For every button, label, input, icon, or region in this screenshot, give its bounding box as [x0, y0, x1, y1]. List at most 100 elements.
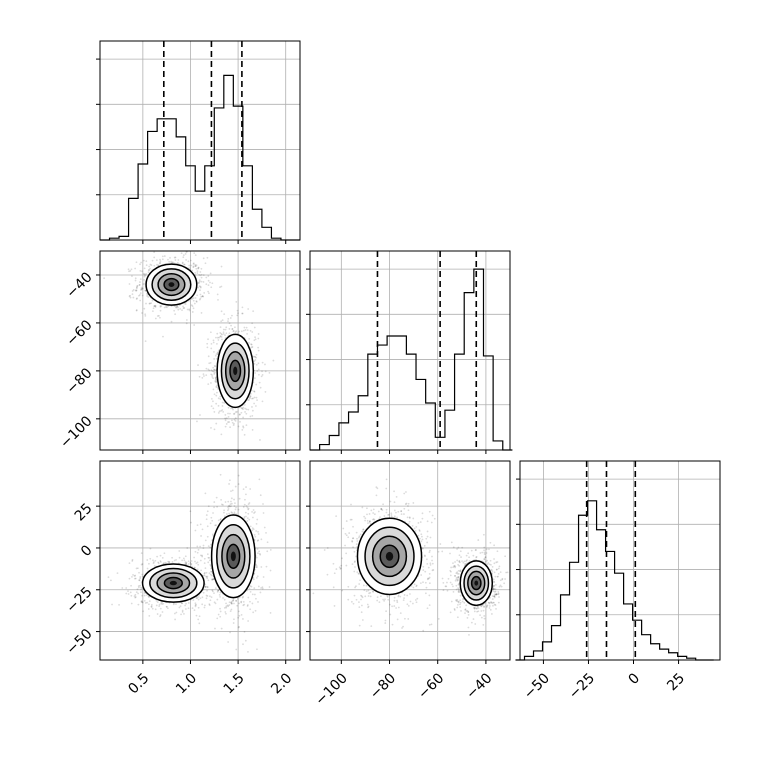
scatter-point — [203, 604, 206, 607]
scatter-point — [405, 491, 407, 493]
scatter-point — [132, 574, 134, 576]
scatter-point — [264, 391, 267, 393]
scatter-point — [496, 561, 499, 563]
scatter-point — [455, 572, 458, 575]
scatter-point — [222, 597, 224, 599]
scatter-point — [428, 623, 431, 626]
scatter-point — [459, 599, 462, 602]
scatter-point — [158, 603, 161, 606]
scatter-point — [211, 370, 214, 373]
scatter-point — [425, 537, 428, 540]
scatter-point — [397, 510, 400, 513]
scatter-point — [406, 594, 409, 597]
scatter-point — [421, 538, 424, 541]
scatter-point — [187, 563, 190, 565]
scatter-point — [365, 584, 368, 587]
scatter-point — [213, 368, 216, 371]
scatter-point — [183, 263, 186, 266]
scatter-point — [225, 612, 227, 615]
scatter-point — [197, 606, 200, 609]
scatter-point — [408, 516, 411, 519]
scatter-point — [192, 599, 195, 601]
scatter-point — [139, 299, 142, 302]
scatter-point — [222, 511, 225, 514]
scatter-point — [261, 361, 264, 364]
scatter-point — [255, 563, 257, 566]
scatter-point — [358, 601, 360, 604]
scatter-point — [234, 508, 237, 511]
scatter-point — [178, 606, 181, 609]
scatter-point — [155, 599, 158, 602]
scatter-point — [218, 410, 221, 413]
scatter-point — [488, 597, 491, 599]
scatter-point — [196, 420, 198, 423]
scatter-point — [175, 603, 177, 606]
scatter-point — [233, 505, 236, 507]
scatter-point — [366, 507, 368, 510]
scatter-point — [219, 615, 222, 618]
scatter-point — [129, 294, 131, 297]
scatter-point — [252, 509, 255, 511]
scatter-point — [209, 331, 212, 334]
scatter-point — [367, 595, 370, 597]
scatter-point — [144, 314, 147, 317]
scatter-point — [215, 422, 218, 425]
scatter-point — [222, 411, 225, 413]
scatter-point — [219, 518, 222, 521]
scatter-point — [393, 605, 396, 607]
scatter-point — [159, 560, 162, 562]
scatter-point — [262, 503, 264, 505]
scatter-point — [369, 520, 371, 523]
scatter-point — [366, 513, 368, 516]
scatter-point — [128, 295, 131, 298]
scatter-point — [204, 262, 207, 265]
scatter-point — [132, 296, 135, 299]
scatter-point — [183, 612, 185, 615]
scatter-point — [415, 601, 418, 604]
density-contour — [216, 333, 255, 409]
scatter-point — [396, 618, 399, 621]
scatter-point — [249, 585, 252, 587]
scatter-point — [207, 368, 210, 371]
scatter-point — [235, 648, 238, 651]
scatter-point — [216, 391, 218, 394]
scatter-point — [146, 293, 149, 296]
scatter-point — [395, 511, 397, 514]
scatter-point — [467, 611, 470, 613]
scatter-point — [488, 605, 491, 607]
scatter-point — [210, 574, 213, 577]
scatter-point — [216, 352, 219, 354]
scatter-point — [201, 596, 204, 599]
scatter-point — [382, 598, 385, 601]
scatter-point — [442, 589, 445, 592]
scatter-point — [199, 554, 202, 557]
scatter-point — [129, 296, 132, 299]
scatter-point — [208, 362, 211, 365]
scatter-point — [402, 599, 405, 602]
scatter-point — [208, 603, 211, 605]
scatter-point — [211, 375, 214, 378]
scatter-point — [220, 285, 223, 288]
scatter-point — [459, 591, 462, 593]
scatter-point — [421, 517, 424, 520]
scatter-point — [245, 408, 248, 411]
scatter-point — [160, 602, 163, 605]
scatter-point — [199, 559, 202, 562]
scatter-point — [247, 507, 250, 510]
scatter-point — [477, 607, 480, 610]
scatter-point — [365, 590, 368, 593]
scatter-point — [454, 575, 456, 577]
scatter-point — [353, 550, 356, 553]
scatter-point — [172, 603, 175, 606]
scatter-point — [233, 418, 236, 421]
scatter-point — [141, 312, 143, 314]
scatter-point — [429, 549, 431, 552]
scatter-point — [158, 605, 161, 607]
scatter-point — [134, 267, 137, 270]
scatter-point — [197, 596, 200, 598]
scatter-point — [237, 312, 239, 315]
scatter-point — [219, 610, 222, 613]
scatter-point — [428, 576, 431, 579]
scatter-point — [406, 516, 409, 519]
scatter-point — [234, 411, 237, 413]
